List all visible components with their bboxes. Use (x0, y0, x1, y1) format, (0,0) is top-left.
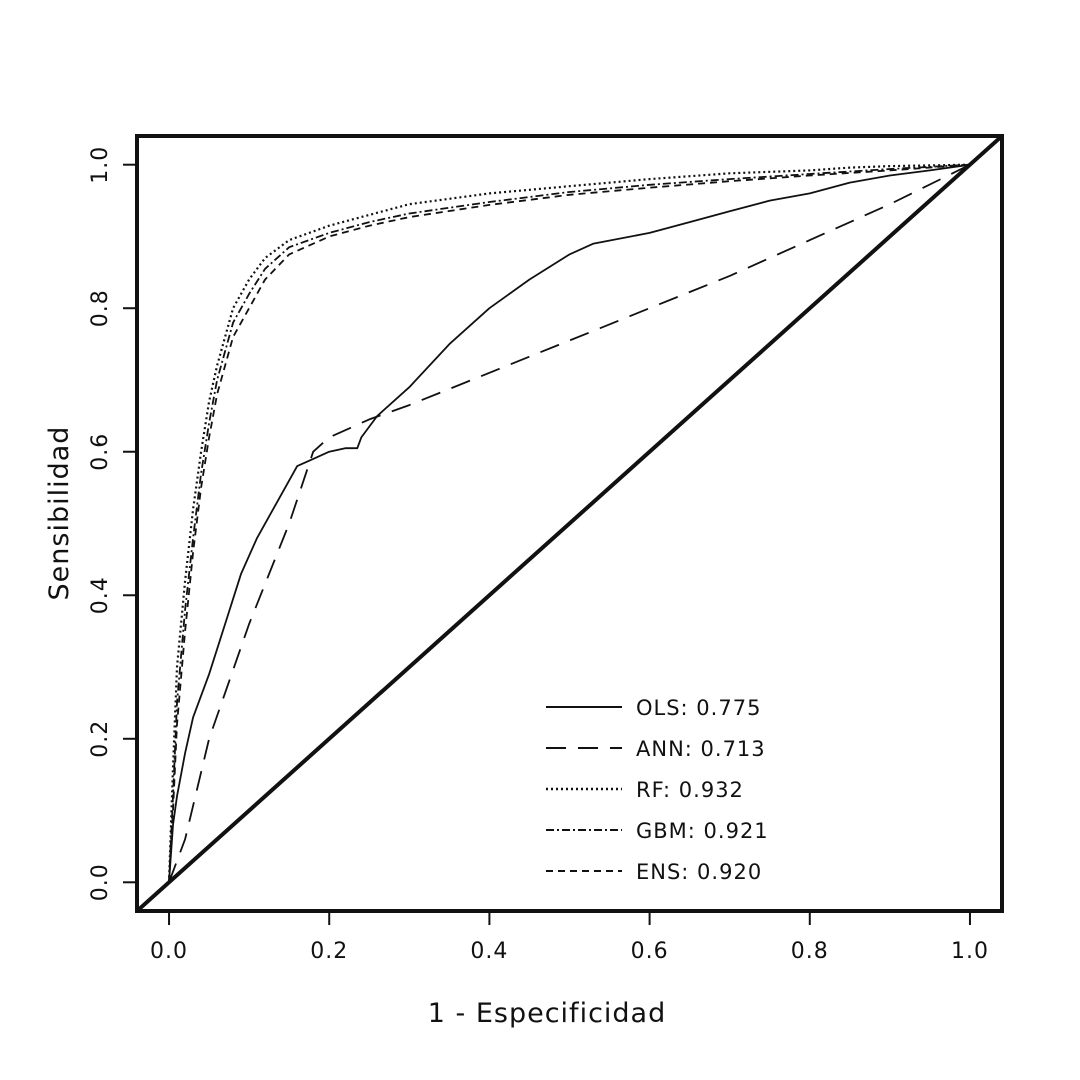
x-tick-label: 0.0 (150, 939, 188, 964)
x-axis-label: 1 - Especificidad (428, 998, 666, 1029)
y-tick-label: 0.2 (88, 720, 113, 758)
series-line-ens (168, 163, 971, 883)
y-tick-label: 0.8 (88, 289, 113, 327)
plot-frame (135, 134, 1004, 913)
legend-label: ANN: 0.713 (636, 737, 766, 761)
y-tick-label: 1.0 (88, 146, 113, 184)
y-tick-label: 0.6 (88, 433, 113, 471)
legend-label: ENS: 0.920 (636, 860, 762, 884)
legend-label: OLS: 0.775 (636, 696, 761, 720)
series-line-gbm (168, 163, 971, 883)
reference-diagonal-line (137, 136, 1002, 911)
series-line-rf (167, 163, 971, 883)
series-line-ols (168, 163, 971, 883)
y-tick-label: 0.0 (88, 863, 113, 901)
series-layer (137, 136, 1002, 911)
legend-label: GBM: 0.921 (636, 819, 769, 843)
legend-label: RF: 0.932 (636, 778, 744, 802)
y-axis: 0.0 0.2 0.4 0.6 0.8 1.0 (88, 146, 137, 901)
y-tick-label: 0.4 (88, 576, 113, 614)
legend: OLS: 0.775 ANN: 0.713 RF: 0.932 GBM: 0.921 E… (546, 696, 769, 884)
series-line-ann (168, 163, 971, 883)
x-tick-label: 0.6 (631, 939, 669, 964)
x-tick-label: 0.4 (470, 939, 508, 964)
x-tick-label: 1.0 (951, 939, 989, 964)
x-tick-label: 0.2 (310, 939, 348, 964)
x-tick-label: 0.8 (791, 939, 829, 964)
y-axis-label: Sensibilidad (44, 426, 75, 601)
x-axis: 0.0 0.2 0.4 0.6 0.8 1.0 (150, 911, 989, 964)
